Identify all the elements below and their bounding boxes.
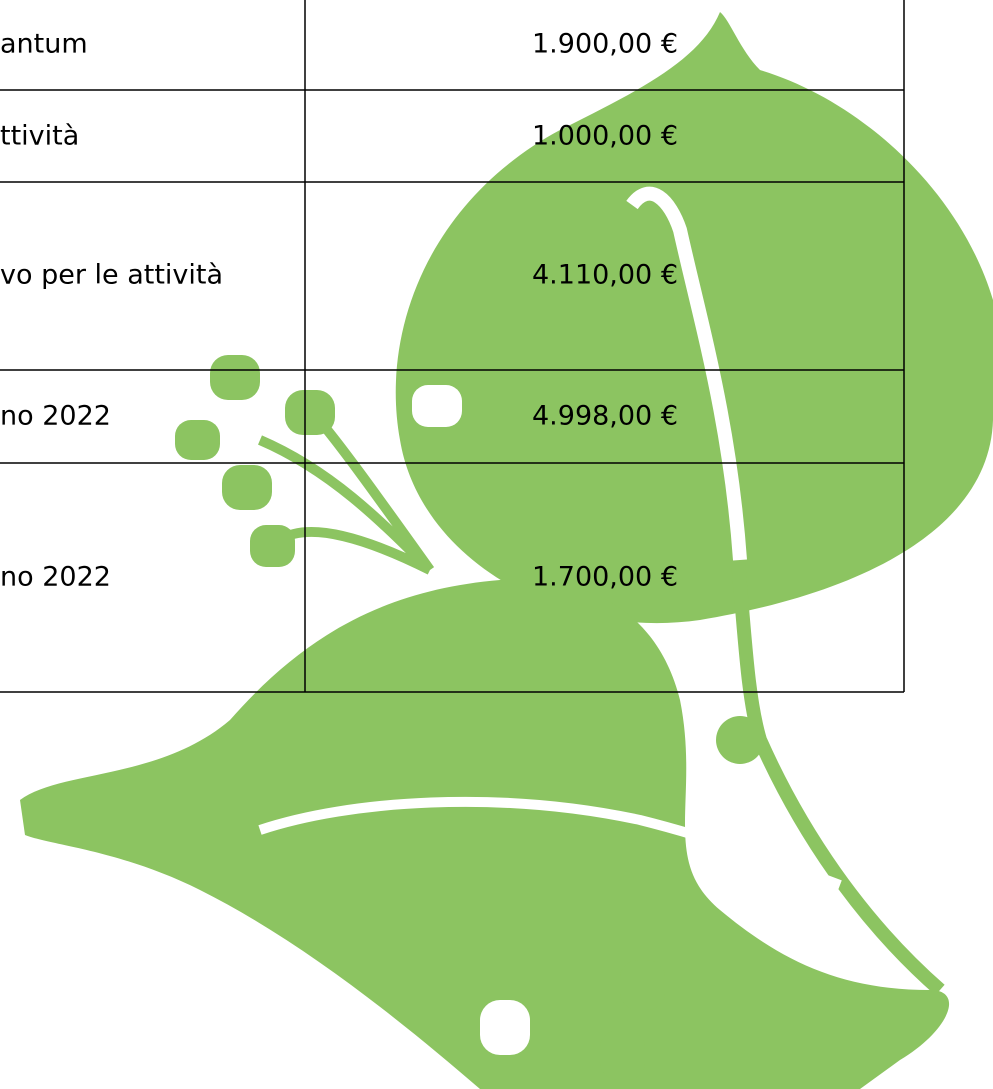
cell-amount: 4.110,00 €	[532, 260, 678, 291]
cell-amount: 1.000,00 €	[532, 121, 678, 152]
cell-label: vo per le attività	[0, 260, 223, 291]
cell-label: antum	[0, 29, 88, 60]
document: antum 1.900,00 € ttività 1.000,00 € vo per l…	[0, 0, 993, 1089]
cell-amount: 1.700,00 €	[532, 562, 678, 593]
leaf-graphic	[20, 12, 993, 1089]
cell-label: no 2022	[0, 401, 111, 432]
cell-label: ttività	[0, 121, 79, 152]
cell-amount: 1.900,00 €	[532, 29, 678, 60]
cell-amount: 4.998,00 €	[532, 401, 678, 432]
page: {"table": {"rows": [ ["antum", "1.900,00…	[0, 0, 993, 1089]
cell-label: no 2022	[0, 562, 111, 593]
